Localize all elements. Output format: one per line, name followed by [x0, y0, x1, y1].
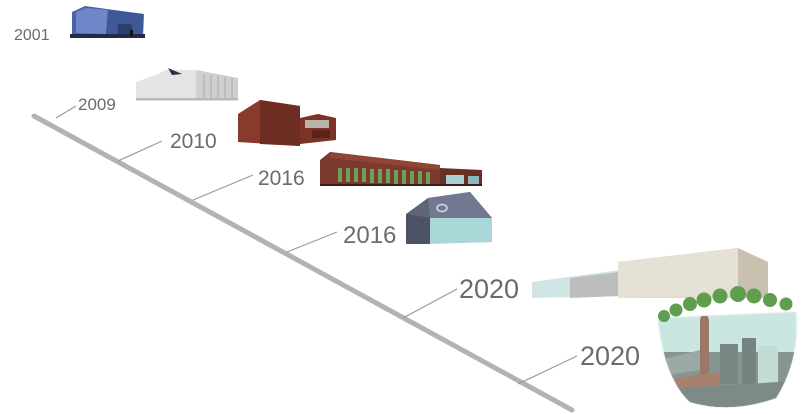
glass-dome-city-icon [656, 286, 798, 409]
year-label-2016-b: 2016 [343, 222, 396, 249]
leader-line [55, 105, 77, 119]
leader-lines [55, 105, 578, 385]
leader-line [192, 174, 254, 201]
year-label-2010: 2010 [170, 130, 217, 153]
timeline-axis-line [31, 113, 575, 413]
white-modern-building-icon [136, 68, 238, 101]
leader-line [517, 355, 578, 385]
brick-building-icon [238, 100, 336, 146]
year-label-2020-a: 2020 [459, 274, 519, 304]
year-label-2020-b: 2020 [580, 341, 640, 371]
slate-pavilion-icon [406, 192, 492, 244]
year-label-2009: 2009 [78, 95, 116, 114]
leader-line [286, 231, 338, 253]
blue-glass-building-icon [70, 6, 145, 38]
year-label-2016-a: 2016 [258, 167, 305, 190]
leader-line [402, 288, 458, 319]
year-label-2001: 2001 [14, 27, 50, 44]
long-brick-facility-icon [320, 152, 482, 186]
beige-extended-building-icon [532, 248, 768, 298]
leader-line [117, 140, 163, 162]
